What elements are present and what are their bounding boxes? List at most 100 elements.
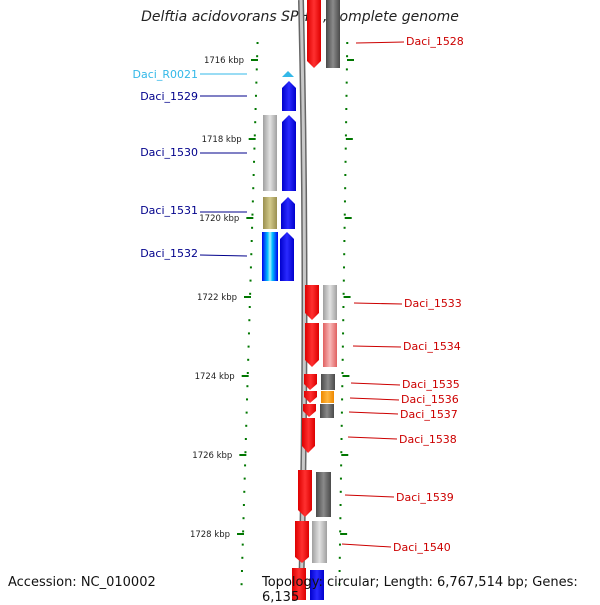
scale-dot	[346, 55, 349, 58]
gene-daci-1533-homolog-box	[323, 285, 337, 320]
scale-dot	[339, 490, 342, 493]
scale-dot	[341, 358, 344, 361]
gene-daci-1539-arrow[interactable]	[298, 470, 312, 517]
gene-daci-1538-arrow[interactable]	[302, 418, 315, 453]
label-daci-r0021[interactable]: Daci_R0021	[133, 68, 198, 81]
scale-dot	[344, 160, 347, 163]
label-daci-1537[interactable]: Daci_1537	[400, 408, 458, 421]
label-daci-1540[interactable]: Daci_1540	[393, 541, 451, 554]
scale-dot	[241, 556, 244, 559]
scale-tick-label: 1716 kbp	[204, 56, 244, 66]
scale-dot	[345, 94, 348, 97]
scale-tick-label: 1722 kbp	[197, 293, 237, 303]
scale-dot	[256, 42, 259, 44]
scale-dot	[344, 147, 347, 150]
accession-text: Accession: NC_010002	[8, 575, 156, 590]
scale-dot	[346, 42, 349, 44]
gene-daci-1530-arrow[interactable]	[282, 115, 296, 191]
scale-dot	[252, 174, 255, 176]
gene-daci-1534-homolog-box	[323, 323, 337, 367]
scale-dot	[246, 398, 249, 401]
scale-dot	[248, 306, 251, 308]
scale-dot	[244, 464, 247, 467]
scale-dot	[242, 530, 245, 533]
gene-daci-1535-homolog-box	[321, 374, 335, 390]
label-daci-1530[interactable]: Daci_1530	[140, 146, 198, 159]
scale-dot	[243, 490, 246, 493]
scale-dot	[343, 200, 346, 203]
scale-dot	[338, 583, 341, 586]
scale-dot	[338, 570, 341, 572]
scale-dot	[246, 385, 249, 388]
label-daci-1539[interactable]: Daci_1539	[396, 491, 454, 504]
scale-dot	[342, 279, 345, 282]
gene-daci-1535-arrow[interactable]	[304, 374, 317, 390]
scale-dot	[250, 240, 253, 242]
label-daci-1535[interactable]: Daci_1535	[402, 378, 460, 391]
scale-dot	[247, 332, 250, 335]
scale-dot	[252, 187, 255, 190]
scale-tick-label: 1720 kbp	[199, 214, 239, 224]
label-daci-1531[interactable]: Daci_1531	[140, 204, 198, 217]
scale-dot	[242, 504, 245, 506]
scale-dot	[253, 134, 256, 137]
scale-dot	[343, 266, 346, 269]
label-daci-1533[interactable]: Daci_1533	[404, 297, 462, 310]
scale-dot	[241, 543, 244, 546]
scale-dot	[345, 108, 348, 110]
scale-dot	[340, 464, 343, 467]
gene-daci-1537-homolog-box	[320, 404, 334, 418]
scale-dot	[254, 94, 257, 97]
gene-daci-1532-arrow[interactable]	[280, 232, 294, 281]
label-daci-1538[interactable]: Daci_1538	[399, 433, 457, 446]
gene-daci-1537-arrow[interactable]	[303, 404, 316, 417]
gene-daci-1533-arrow[interactable]	[305, 285, 319, 320]
gene-partial-bottom-red	[292, 568, 306, 600]
scale-dot	[342, 319, 345, 322]
label-daci-1532[interactable]: Daci_1532	[140, 247, 198, 260]
gene-daci-1534-arrow[interactable]	[305, 323, 319, 367]
scale-tick-label: 1718 kbp	[202, 135, 242, 145]
gene-daci-1532-homolog-box	[262, 232, 278, 281]
scale-dot	[245, 424, 248, 427]
scale-dot	[253, 160, 256, 163]
scale-dot	[340, 411, 343, 414]
label-daci-1529[interactable]: Daci_1529	[140, 90, 198, 103]
scale-dot	[249, 292, 252, 295]
scale-dot	[247, 345, 250, 348]
scale-dot	[247, 358, 250, 361]
scale-dot	[255, 68, 258, 71]
scale-dot	[342, 306, 345, 308]
gene-daci-1536-arrow[interactable]	[304, 391, 317, 403]
scale-dot	[342, 332, 345, 335]
gene-daci-1540-homolog-box	[312, 521, 327, 563]
scale-dot	[248, 319, 251, 322]
scale-dot	[341, 345, 344, 348]
gene-daci-1529-arrow[interactable]	[282, 81, 296, 111]
gene-daci-1531-arrow[interactable]	[281, 197, 295, 229]
label-daci-1534[interactable]: Daci_1534	[403, 340, 461, 353]
scale-dot	[240, 583, 243, 586]
scale-dot	[250, 253, 253, 256]
scale-dot	[343, 226, 346, 229]
scale-dot	[341, 372, 344, 374]
forward-labels: Daci_1528 Daci_1533 Daci_1534 Daci_1535 …	[341, 35, 464, 554]
reverse-strand-track	[262, 71, 324, 600]
scale-tick-label: 1724 kbp	[195, 372, 235, 382]
scale-dot	[338, 543, 341, 546]
scale-dot	[340, 438, 343, 440]
gene-daci-1540-arrow[interactable]	[295, 521, 309, 563]
scale-dot	[240, 570, 243, 572]
label-daci-1536[interactable]: Daci_1536	[401, 393, 459, 406]
label-daci-1528[interactable]: Daci_1528	[406, 35, 464, 48]
scale-dot	[242, 517, 245, 520]
gene-daci-1536-homolog-box	[321, 391, 334, 403]
scale-tick-label: 1728 kbp	[190, 530, 230, 540]
scale-dot	[244, 451, 247, 454]
gene-daci-r0021-arrow[interactable]	[282, 71, 294, 77]
scale-dot	[255, 81, 258, 84]
gene-daci-1528-arrow[interactable]	[307, 0, 321, 68]
scale-dot	[244, 438, 247, 440]
